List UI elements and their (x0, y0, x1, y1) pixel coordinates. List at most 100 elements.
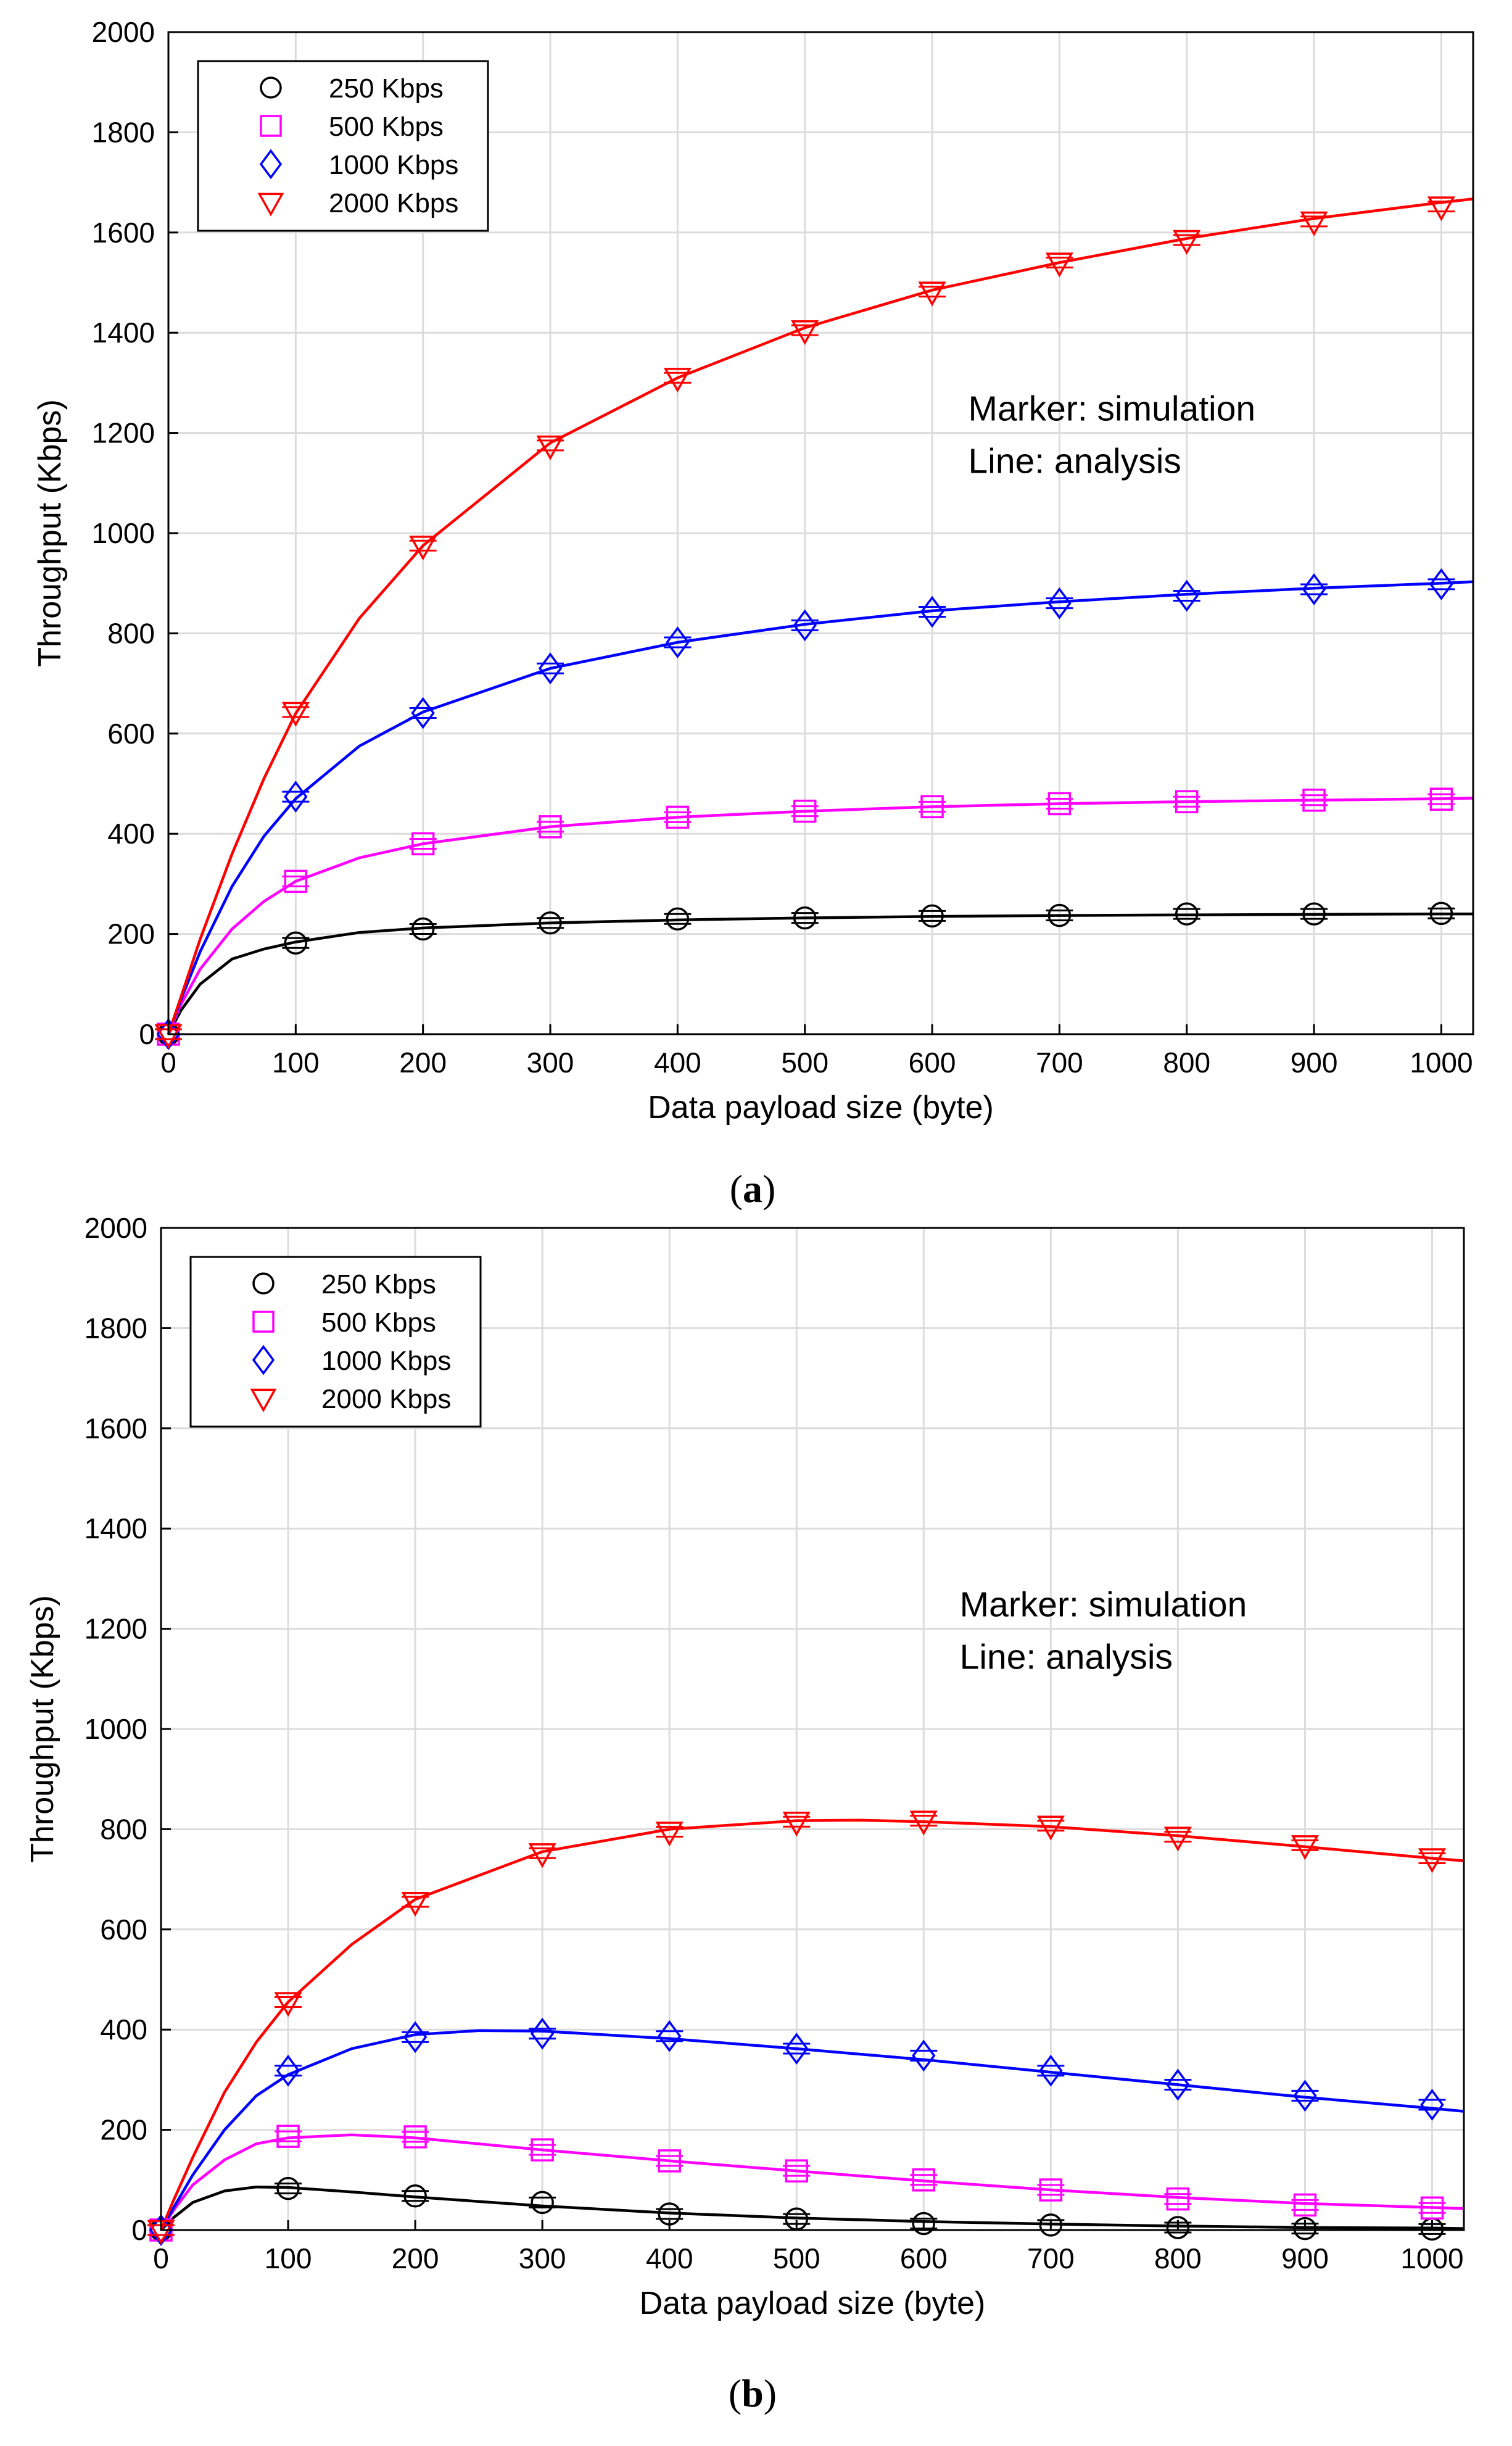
y-tick-label: 1800 (92, 116, 155, 148)
data-point-marker (785, 2033, 809, 2065)
data-point-marker (536, 435, 564, 460)
data-point-marker (284, 931, 308, 955)
y-tick-label: 800 (107, 617, 155, 649)
y-tick-label: 1000 (85, 1713, 147, 1745)
legend-a: 250 Kbps 500 Kbps 1000 Kbps 2000 Kbps (197, 60, 489, 232)
data-point-marker (918, 281, 946, 307)
legend-marker (252, 1311, 275, 1333)
data-point-marker (658, 2149, 681, 2173)
legend-marker (252, 1345, 275, 1375)
data-point-marker (655, 1822, 684, 1847)
legend-marker (250, 1388, 277, 1412)
data-point-marker (793, 799, 817, 823)
x-tick-label: 900 (1291, 1047, 1338, 1079)
y-tick-label: 1200 (92, 417, 155, 449)
y-tick-labels-b: 0 200 400 600 800 1000 1200 1400 1600 1800 2000 (85, 1212, 171, 2246)
data-point-marker (409, 536, 437, 561)
data-point-marker (912, 2212, 936, 2236)
x-tick-label: 300 (519, 2242, 566, 2274)
data-point-marker (1166, 2216, 1190, 2239)
x-tick-label: 200 (399, 1047, 447, 1079)
legend-marker (259, 149, 283, 180)
panel-label-b-open: ( (729, 2371, 742, 2415)
data-point-marker (1302, 573, 1326, 605)
y-tick-label: 1600 (92, 217, 155, 249)
data-point-marker (411, 917, 435, 941)
data-point-marker (539, 815, 562, 839)
data-point-marker (658, 2020, 682, 2052)
data-point-marker (403, 2184, 427, 2208)
data-point-marker (1175, 790, 1199, 813)
y-tick-label: 1200 (85, 1613, 147, 1645)
data-point-marker (528, 1843, 556, 1868)
data-point-marker (1175, 579, 1199, 612)
data-point-marker (530, 2017, 555, 2050)
data-point-marker (1163, 1826, 1192, 1852)
data-point-marker (1302, 789, 1326, 812)
y-tick-label: 600 (107, 718, 155, 750)
x-tick-label: 900 (1281, 2242, 1329, 2274)
legend-label: 1000 Kbps (329, 150, 458, 180)
y-tick-label: 0 (139, 1018, 155, 1050)
data-point-marker (276, 2125, 300, 2148)
data-point-marker (909, 1810, 938, 1836)
series-group-a (154, 196, 1474, 1050)
data-point-marker (920, 595, 944, 628)
x-tick-label: 600 (900, 2242, 948, 2274)
y-tick-label: 2000 (92, 16, 155, 48)
panel-label-b-letter: b (742, 2371, 764, 2415)
x-tick-label: 500 (781, 1047, 828, 1079)
data-point-marker (666, 907, 690, 931)
data-point-marker (411, 697, 435, 729)
x-tick-label: 800 (1154, 2242, 1202, 2274)
legend-marker (252, 1272, 275, 1295)
y-tick-label: 200 (107, 918, 155, 950)
x-tick-label: 300 (527, 1047, 574, 1079)
panel-label-a-letter: a (743, 1167, 762, 1211)
series-line (160, 2133, 1464, 2231)
chart-panel-a: 0 100 200 300 400 500 600 700 800 900 1000 0 200 400… (32, 16, 1474, 1211)
x-tick-label: 400 (654, 1047, 701, 1079)
data-point-marker (1047, 903, 1072, 927)
x-tick-label: 600 (909, 1047, 956, 1079)
series-line (167, 797, 1474, 1035)
x-tick-label: 700 (1036, 1047, 1083, 1079)
data-point-marker (666, 626, 690, 658)
data-point-marker (1036, 1815, 1065, 1841)
y-tick-label: 2000 (85, 1212, 147, 1244)
data-point-marker (1173, 230, 1201, 255)
data-point-marker (276, 2176, 300, 2200)
data-point-marker (284, 869, 308, 893)
data-point-marker (401, 1891, 429, 1917)
data-point-marker (1175, 902, 1199, 926)
data-point-marker (1039, 2178, 1063, 2202)
data-point-marker (793, 609, 817, 642)
legend-marker (257, 193, 284, 217)
data-point-marker (531, 2138, 554, 2162)
data-point-marker (1427, 196, 1455, 222)
data-point-marker (276, 2054, 300, 2087)
data-point-marker (538, 652, 563, 685)
y-tick-label: 1400 (85, 1512, 147, 1544)
x-tick-label: 1000 (1410, 1047, 1473, 1079)
data-point-marker (663, 368, 692, 393)
data-point-marker (920, 795, 944, 819)
data-point-marker (284, 781, 308, 813)
data-point-marker (1302, 902, 1326, 926)
annotation-line-b: Line: analysis (960, 1638, 1173, 1677)
data-point-marker (531, 2191, 554, 2215)
x-tick-label: 100 (265, 2242, 312, 2274)
data-point-marker (1166, 2068, 1190, 2101)
data-point-marker (1418, 1848, 1447, 1873)
x-tick-label: 1000 (1400, 2242, 1463, 2274)
legend-label: 500 Kbps (321, 1308, 436, 1338)
data-point-marker (920, 904, 944, 928)
x-tick-label: 100 (272, 1047, 320, 1079)
data-point-marker (1293, 2216, 1317, 2241)
chart-panel-b: 0 100 200 300 400 500 600 700 800 900 1000 0 200 400… (25, 1212, 1465, 2415)
data-point-marker (912, 2168, 936, 2192)
data-point-marker (1039, 2054, 1063, 2087)
series-line (160, 2029, 1464, 2231)
legend-marker (260, 115, 282, 137)
